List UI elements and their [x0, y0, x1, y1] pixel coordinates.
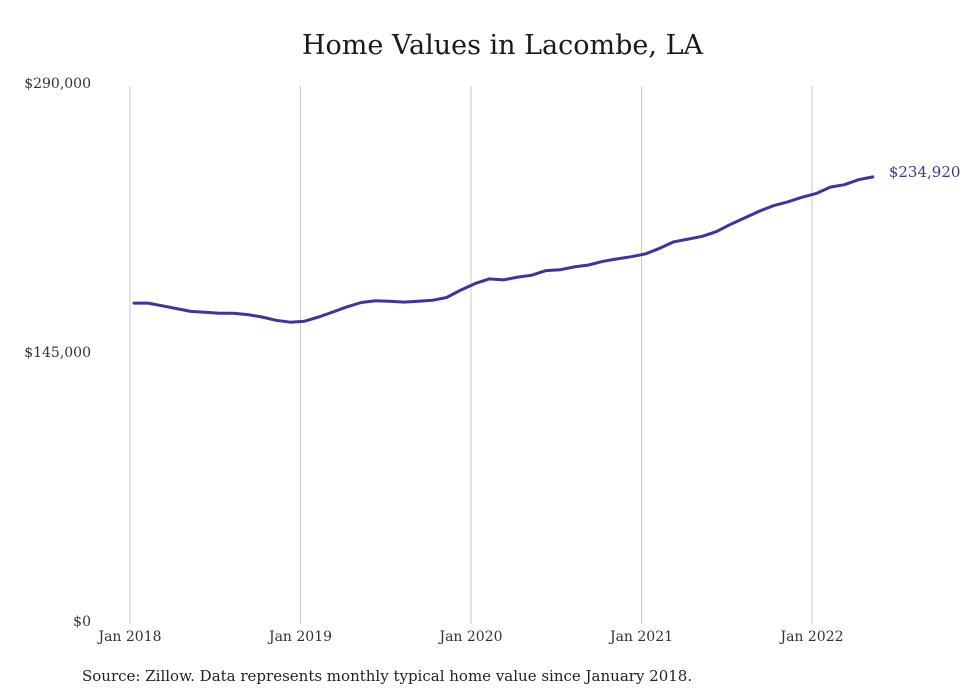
- x-tick-label: Jan 2022: [778, 629, 843, 645]
- x-tick-label: Jan 2019: [267, 629, 332, 645]
- x-axis-ticks: Jan 2018 Jan 2019 Jan 2020 Jan 2021 Jan 2022: [96, 629, 843, 645]
- home-value-line: [132, 175, 875, 324]
- y-tick-label: $145,000: [24, 345, 91, 361]
- x-tick-label: Jan 2018: [96, 629, 161, 645]
- y-axis-ticks: $290,000 $145,000 $0: [24, 76, 91, 630]
- y-tick-label: $0: [73, 614, 91, 630]
- source-note: Source: Zillow. Data represents monthly …: [82, 667, 693, 685]
- grid-lines: [129, 86, 813, 624]
- chart-title: Home Values in Lacombe, LA: [302, 30, 703, 61]
- x-tick-label: Jan 2020: [437, 629, 502, 645]
- end-value-label: $234,920: [889, 163, 961, 181]
- y-tick-label: $290,000: [24, 76, 91, 92]
- x-tick-label: Jan 2021: [608, 629, 673, 645]
